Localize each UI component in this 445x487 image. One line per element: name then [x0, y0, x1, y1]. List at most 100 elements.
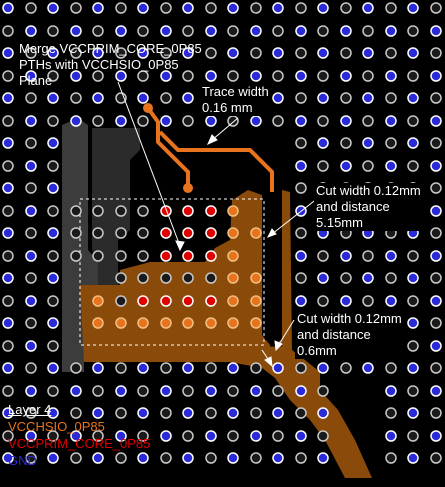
plain-via [137, 115, 149, 127]
gnd-via [137, 47, 149, 59]
plain-via [407, 25, 419, 37]
gnd-via [25, 25, 37, 37]
plain-via [47, 160, 59, 172]
plain-via [227, 115, 239, 127]
gnd-via [70, 70, 82, 82]
gnd-via [250, 25, 262, 37]
vccprim-core-via [160, 295, 172, 307]
gnd-via [407, 452, 419, 464]
gnd-via [227, 407, 239, 419]
gnd-via [317, 407, 329, 419]
plain-via [70, 227, 82, 239]
plain-via [115, 362, 127, 374]
plain-via [47, 430, 59, 442]
plain-via [295, 47, 307, 59]
annotation-line: Plane [19, 73, 53, 88]
leader-lines [117, 81, 319, 368]
gnd-via [115, 115, 127, 127]
gnd-via [2, 362, 14, 374]
vcchsio-via [227, 295, 239, 307]
gnd-via [407, 317, 419, 329]
plain-via [115, 407, 127, 419]
plain-via [430, 92, 442, 104]
plain-via [92, 115, 104, 127]
plain-via [295, 2, 307, 14]
vcchsio-via [250, 272, 262, 284]
plain-via [92, 250, 104, 262]
plain-via [160, 272, 172, 284]
plain-via [317, 430, 329, 442]
vcchsio-via [250, 227, 262, 239]
plain-via [250, 47, 262, 59]
plain-via [430, 317, 442, 329]
gnd-via [137, 2, 149, 14]
gnd-via [92, 452, 104, 464]
plain-via [47, 340, 59, 352]
plain-via [227, 25, 239, 37]
gnd-via [182, 452, 194, 464]
plain-via [70, 452, 82, 464]
gnd-via [92, 47, 104, 59]
vcchsio-via [92, 317, 104, 329]
gnd-via [115, 70, 127, 82]
gnd-via [407, 2, 419, 14]
gnd-via [362, 47, 374, 59]
gnd-via [2, 272, 14, 284]
gnd-via [430, 430, 442, 442]
gnd-via [250, 430, 262, 442]
plain-via [430, 407, 442, 419]
plain-via [362, 250, 374, 262]
cut-lower-annotation: Cut width 0.12mm and distance 0.6mm [295, 311, 404, 359]
gnd-via [317, 47, 329, 59]
gnd-via [70, 25, 82, 37]
plain-via [385, 362, 397, 374]
plain-via [205, 272, 217, 284]
gnd-via [430, 160, 442, 172]
gnd-via [430, 385, 442, 397]
plain-via [47, 295, 59, 307]
plain-via [385, 137, 397, 149]
vcchsio-via [227, 272, 239, 284]
gnd-via [227, 362, 239, 374]
plain-via [160, 92, 172, 104]
gnd-via [295, 295, 307, 307]
gnd-via [47, 2, 59, 14]
gnd-via [407, 137, 419, 149]
vcchsio-via [227, 317, 239, 329]
annotation-line: 5.15mm [316, 215, 363, 230]
gnd-via [2, 227, 14, 239]
gnd-via [160, 430, 172, 442]
vccprim-core-via [205, 227, 217, 239]
gnd-via [295, 430, 307, 442]
gnd-via [317, 137, 329, 149]
plain-via [430, 182, 442, 194]
vcchsio-via [250, 295, 262, 307]
plain-via [160, 452, 172, 464]
plain-via [25, 137, 37, 149]
plain-via [160, 2, 172, 14]
plain-via [2, 295, 14, 307]
gnd-via [182, 47, 194, 59]
plain-via [407, 70, 419, 82]
plain-via [317, 160, 329, 172]
annotation-line: and distance [297, 327, 371, 342]
plain-via [137, 430, 149, 442]
gnd-via [182, 407, 194, 419]
gnd-via [2, 407, 14, 419]
plain-via [92, 227, 104, 239]
gnd-via [407, 47, 419, 59]
plain-via [70, 92, 82, 104]
gnd-via [385, 70, 397, 82]
plain-via [430, 362, 442, 374]
plain-via [47, 115, 59, 127]
vccprim-core-via [205, 205, 217, 217]
plain-via [362, 295, 374, 307]
plain-via [25, 92, 37, 104]
plain-via [295, 452, 307, 464]
gnd-via [340, 250, 352, 262]
gnd-via [227, 47, 239, 59]
plain-via [362, 160, 374, 172]
gnd-via [340, 295, 352, 307]
gnd-via [25, 115, 37, 127]
plain-via [430, 137, 442, 149]
